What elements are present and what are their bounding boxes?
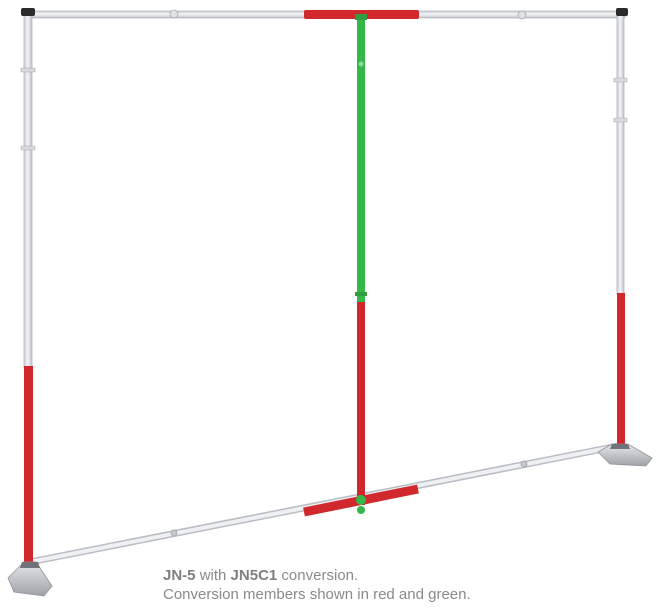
- caption-with: with: [199, 567, 227, 584]
- left-foot: [7, 561, 53, 597]
- conversion-kit-name: JN5C1: [230, 567, 278, 584]
- caption-line-1: JN-5 with JN5C1 conversion.: [163, 566, 653, 585]
- center-conversion-upright: [355, 14, 367, 505]
- bottom-conversion-sleeve: [303, 484, 419, 517]
- center-conversion-upright-red: [357, 302, 365, 505]
- center-conversion-upright-green: [357, 14, 365, 304]
- figure-caption: JN-5 with JN5C1 conversion. Conversion m…: [163, 566, 653, 604]
- caption-line-2: Conversion members shown in red and gree…: [163, 586, 471, 603]
- top-crossbar: [27, 9, 627, 20]
- right-conversion-upright-red: [617, 293, 625, 447]
- model-name: JN-5: [163, 567, 196, 584]
- left-conversion-upright-red: [24, 366, 33, 566]
- right-upright: [613, 8, 628, 447]
- right-foot: [597, 443, 653, 467]
- caption-conversion-text: conversion.: [281, 567, 359, 584]
- pole-joint: [520, 460, 528, 468]
- left-upright: [20, 8, 36, 566]
- pole-joint: [170, 529, 178, 537]
- pole-joint: [169, 9, 179, 19]
- pole-joint: [517, 10, 527, 20]
